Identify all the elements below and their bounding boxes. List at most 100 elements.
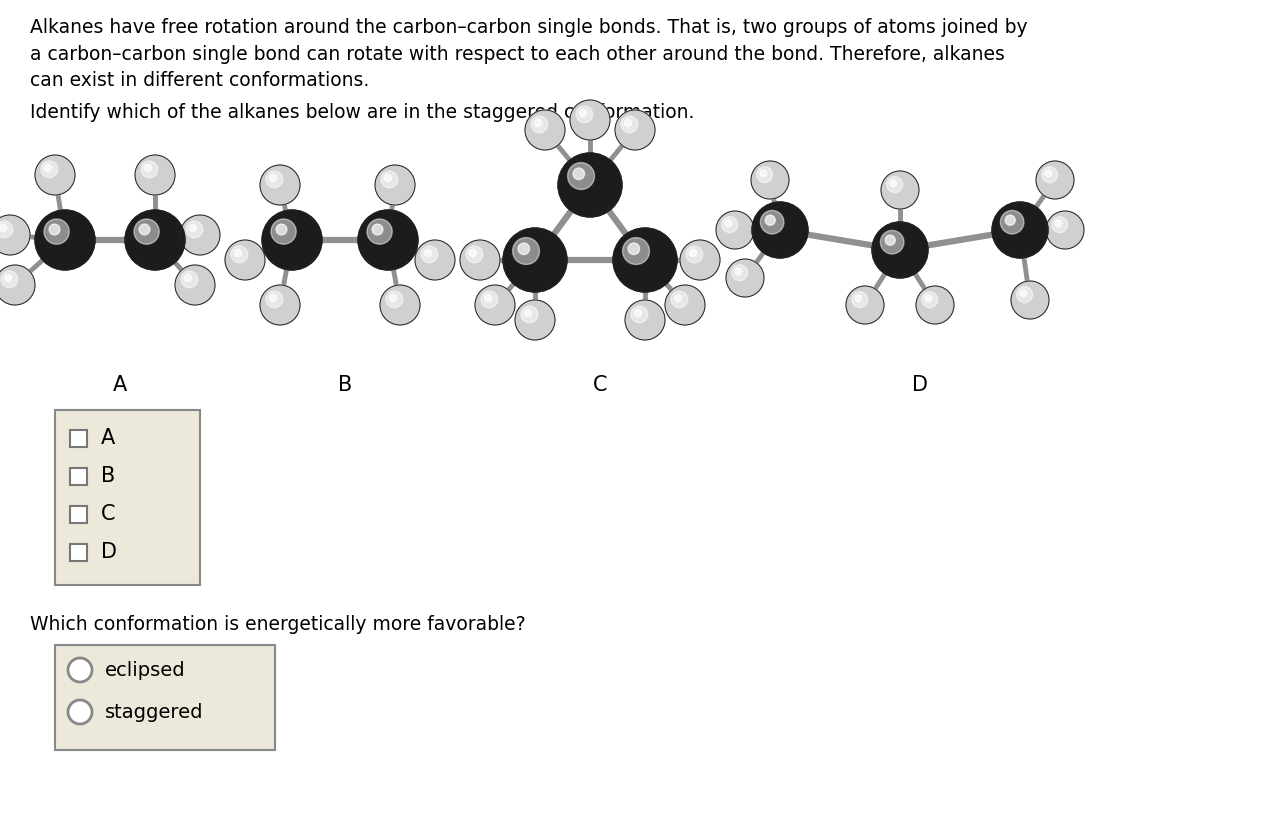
Circle shape <box>722 217 738 232</box>
Circle shape <box>924 295 932 302</box>
Circle shape <box>922 292 937 308</box>
Circle shape <box>534 120 542 126</box>
Circle shape <box>716 211 754 249</box>
Circle shape <box>573 168 584 180</box>
Text: staggered: staggered <box>105 702 203 721</box>
Circle shape <box>270 175 276 181</box>
Circle shape <box>141 161 158 178</box>
Circle shape <box>466 246 483 263</box>
Circle shape <box>266 291 282 308</box>
Text: D: D <box>101 542 117 562</box>
Circle shape <box>1055 220 1062 227</box>
Text: C: C <box>101 504 116 524</box>
Circle shape <box>521 306 538 323</box>
Circle shape <box>44 219 69 244</box>
Circle shape <box>628 243 639 254</box>
Circle shape <box>125 210 185 270</box>
Circle shape <box>358 210 419 270</box>
Circle shape <box>634 309 642 317</box>
Circle shape <box>49 224 60 235</box>
Text: Alkanes have free rotation around the carbon–carbon single bonds. That is, two g: Alkanes have free rotation around the ca… <box>30 18 1027 90</box>
Circle shape <box>579 110 587 116</box>
Circle shape <box>270 294 276 302</box>
Circle shape <box>1011 281 1049 319</box>
Circle shape <box>375 165 415 205</box>
Circle shape <box>630 306 648 323</box>
Circle shape <box>624 120 632 126</box>
Circle shape <box>381 171 398 188</box>
Circle shape <box>512 237 539 264</box>
Circle shape <box>1017 287 1032 303</box>
Circle shape <box>621 116 638 133</box>
Circle shape <box>1045 170 1052 176</box>
Circle shape <box>993 202 1048 258</box>
Circle shape <box>515 300 555 340</box>
Circle shape <box>625 300 665 340</box>
Circle shape <box>425 249 431 257</box>
Circle shape <box>846 286 883 324</box>
Circle shape <box>881 231 904 254</box>
Circle shape <box>725 259 764 297</box>
Circle shape <box>674 294 682 302</box>
Circle shape <box>185 274 191 282</box>
Circle shape <box>665 285 705 325</box>
Circle shape <box>851 292 868 308</box>
Circle shape <box>890 180 896 186</box>
Text: eclipsed: eclipsed <box>105 660 186 680</box>
Circle shape <box>577 106 593 123</box>
Circle shape <box>760 170 767 176</box>
Circle shape <box>915 286 954 324</box>
Circle shape <box>259 285 300 325</box>
Text: D: D <box>912 375 928 395</box>
Circle shape <box>885 235 895 245</box>
Circle shape <box>881 171 919 209</box>
Circle shape <box>756 166 773 182</box>
Circle shape <box>225 240 265 280</box>
Bar <box>71 506 87 522</box>
Circle shape <box>470 249 476 257</box>
Circle shape <box>389 294 397 302</box>
Circle shape <box>175 265 214 305</box>
Text: Identify which of the alkanes below are in the staggered conformation.: Identify which of the alkanes below are … <box>30 103 695 122</box>
Circle shape <box>68 700 92 724</box>
Circle shape <box>734 268 742 275</box>
Circle shape <box>276 224 286 235</box>
Circle shape <box>186 221 203 237</box>
Circle shape <box>367 219 392 244</box>
Circle shape <box>415 240 455 280</box>
Circle shape <box>1046 211 1084 249</box>
Circle shape <box>887 176 903 192</box>
Circle shape <box>45 165 51 171</box>
Circle shape <box>672 291 688 308</box>
Circle shape <box>623 237 650 264</box>
Circle shape <box>139 224 150 235</box>
Circle shape <box>421 246 438 263</box>
Circle shape <box>0 224 6 232</box>
Text: A: A <box>101 428 116 448</box>
Circle shape <box>35 155 74 195</box>
Circle shape <box>752 202 808 258</box>
Circle shape <box>259 165 300 205</box>
Circle shape <box>725 220 732 227</box>
Circle shape <box>190 224 196 232</box>
Circle shape <box>180 215 220 255</box>
Circle shape <box>681 240 720 280</box>
Circle shape <box>525 110 565 150</box>
Circle shape <box>482 291 498 308</box>
Circle shape <box>372 224 383 235</box>
Circle shape <box>380 285 420 325</box>
Circle shape <box>1005 215 1016 225</box>
FancyBboxPatch shape <box>55 410 200 585</box>
Circle shape <box>235 249 241 257</box>
Circle shape <box>855 295 862 302</box>
Circle shape <box>612 228 677 292</box>
Circle shape <box>751 161 788 199</box>
Bar <box>71 543 87 560</box>
Circle shape <box>559 153 621 217</box>
Circle shape <box>0 215 30 255</box>
Circle shape <box>484 294 492 302</box>
Circle shape <box>760 211 785 234</box>
Circle shape <box>1000 211 1023 234</box>
Circle shape <box>872 222 928 278</box>
Circle shape <box>144 165 152 171</box>
